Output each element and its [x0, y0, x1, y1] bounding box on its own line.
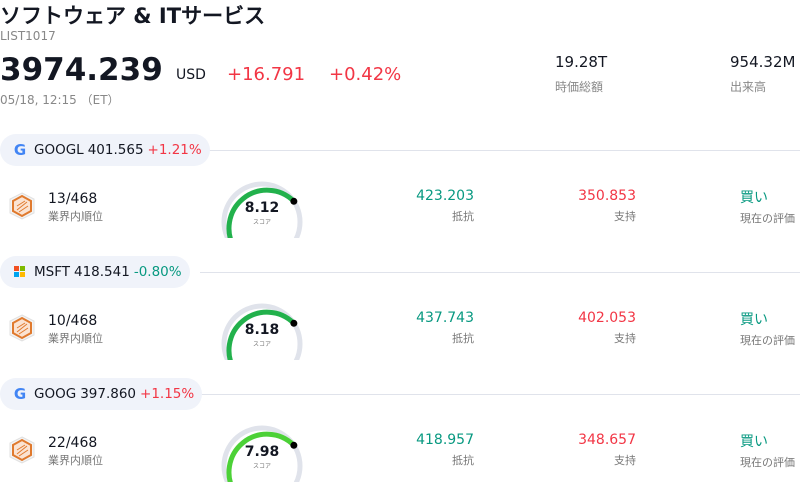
- price: 418.541: [74, 264, 130, 280]
- stat-label: 出来高: [730, 80, 767, 94]
- rating-label: 現在の評価: [740, 212, 795, 225]
- currency: USD: [176, 67, 206, 83]
- rank-label: 業界内順位: [48, 332, 103, 345]
- score: 8.18: [244, 322, 280, 338]
- gauge-track: [221, 425, 303, 482]
- gauge-fill: [226, 187, 297, 238]
- score-gauge: [221, 303, 303, 360]
- ticker: GOOGL: [34, 142, 84, 158]
- price: 397.860: [80, 386, 137, 402]
- change: +16.791: [227, 64, 306, 85]
- price: 401.565: [87, 142, 144, 158]
- stock-logo: [14, 266, 25, 277]
- rank: 22/468: [48, 435, 98, 451]
- stock-pill[interactable]: GOOG 397.860 +1.15%: [0, 378, 203, 410]
- resistance-label: 抵抗: [452, 332, 474, 345]
- ticker: GOOG: [34, 386, 77, 402]
- support-label: 支持: [614, 332, 636, 345]
- stock-logo: G: [14, 141, 26, 159]
- gauge-fill: [226, 309, 297, 360]
- ticker: MSFT: [34, 264, 70, 280]
- score-label: スコア: [252, 463, 271, 470]
- rating-label: 現在の評価: [740, 456, 795, 469]
- gauge-track: [221, 181, 303, 238]
- separator: [200, 150, 800, 151]
- support-label: 支持: [614, 454, 636, 467]
- resistance-label: 抵抗: [452, 210, 474, 223]
- pill-change: +1.15%: [140, 386, 195, 402]
- score: 8.12: [244, 200, 280, 216]
- stat-label: 時価総額: [555, 80, 604, 94]
- rating: 買い: [740, 312, 768, 328]
- support: 350.853: [578, 188, 636, 204]
- score: 7.98: [244, 444, 280, 460]
- rank-label: 業界内順位: [48, 454, 103, 467]
- gauge-dot: [290, 197, 298, 205]
- rating-label: 現在の評価: [740, 334, 795, 347]
- support: 348.657: [578, 432, 636, 448]
- stock-pill[interactable]: MSFT 418.541 -0.80%: [0, 256, 190, 288]
- rank: 10/468: [48, 313, 98, 329]
- time: 05/18, 12:15 （ET）: [0, 93, 120, 107]
- price: 3974.239: [0, 52, 163, 88]
- support: 402.053: [578, 310, 636, 326]
- gauge-fill: [226, 431, 297, 482]
- pill-change: +1.21%: [147, 142, 202, 158]
- svg-text:G: G: [14, 385, 26, 403]
- resistance: 423.203: [416, 188, 474, 204]
- rank-icon: [9, 314, 35, 342]
- separator: [200, 394, 800, 395]
- stat-value: 19.28T: [555, 53, 608, 71]
- gauge-track: [221, 303, 303, 360]
- resistance: 437.743: [416, 310, 474, 326]
- resistance: 418.957: [416, 432, 474, 448]
- rank-icon: [9, 436, 35, 464]
- rating: 買い: [740, 434, 768, 450]
- score-gauge: [221, 425, 303, 482]
- stock-logo: G: [14, 385, 26, 403]
- score-gauge: [221, 181, 303, 238]
- score-label: スコア: [252, 341, 271, 348]
- gauge-dot: [290, 319, 298, 327]
- resistance-label: 抵抗: [452, 454, 474, 467]
- gauge-dot: [290, 441, 298, 449]
- change-pct: +0.42%: [329, 64, 402, 85]
- pill-change: -0.80%: [133, 264, 182, 280]
- rating: 買い: [740, 190, 768, 206]
- rank: 13/468: [48, 191, 98, 207]
- stat-value: 954.32M: [730, 53, 796, 71]
- rank-icon: [9, 192, 35, 220]
- score-label: スコア: [252, 219, 271, 226]
- separator: [200, 272, 800, 273]
- title: ソフトウェア & ITサービス: [0, 4, 266, 28]
- rank-label: 業界内順位: [48, 210, 103, 223]
- code: LIST1017: [0, 29, 56, 43]
- svg-text:G: G: [14, 141, 26, 159]
- stock-pill[interactable]: GOOGL 401.565 +1.21%: [0, 134, 210, 166]
- support-label: 支持: [614, 210, 636, 223]
